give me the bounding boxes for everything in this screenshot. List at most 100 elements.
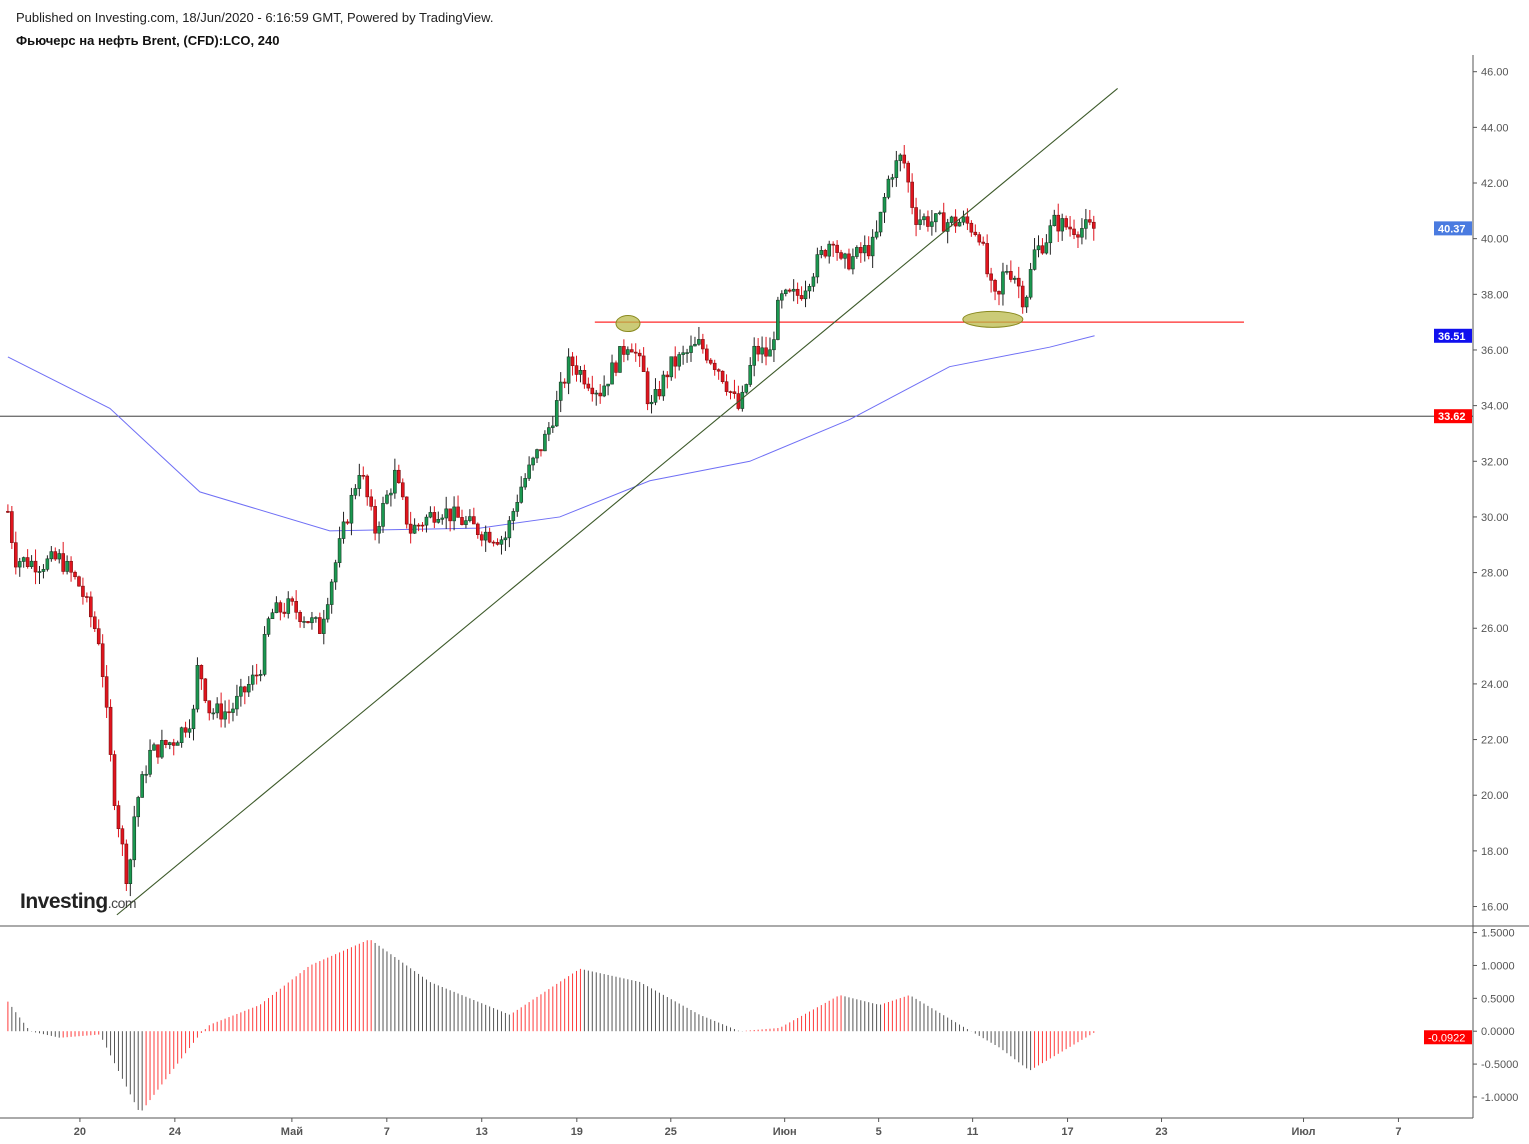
candle-body [622,346,626,355]
candle [610,354,614,385]
candle [677,351,681,371]
candle [874,220,879,240]
candle [523,473,527,490]
candle [231,702,235,722]
candle-body [29,560,34,567]
candle-body [290,598,294,602]
candle [73,570,77,580]
candle [270,608,275,620]
candle-body [416,524,421,527]
candle [175,740,180,746]
candle [930,209,934,236]
moving-average-line [7,335,1095,532]
candle [598,384,602,404]
candle [85,592,89,603]
candle [539,449,543,457]
candle-body [807,286,812,292]
candle [124,839,129,892]
candle [926,210,930,232]
candle-body [859,247,863,254]
candle-body [45,558,50,570]
logo-main: Investing [20,890,108,913]
candle-body [780,293,784,301]
candle-body [377,526,381,534]
candle-body [993,279,997,292]
candle [823,248,828,259]
candle-body [183,727,188,733]
candle-body [191,708,196,730]
candle-body [558,381,563,401]
candle [464,515,468,529]
candle [551,416,555,433]
candle [144,765,148,784]
candle [768,337,772,357]
candle [756,338,760,362]
candle-body [298,611,302,622]
candle [424,514,429,533]
candle-body [440,517,445,520]
candle [381,496,385,533]
candle-body [515,502,520,512]
candle [894,150,899,187]
candle [594,390,599,406]
candle [128,858,133,897]
candle-body [389,492,393,496]
candle [783,288,788,297]
candle [120,825,125,856]
candle-body [1056,214,1061,232]
candle [1084,208,1088,240]
candle-body [487,531,492,543]
candle-body [1048,225,1053,244]
candle [981,236,986,246]
candle [333,559,338,590]
candle-body [1028,269,1033,298]
candle [629,343,634,353]
candle [1052,209,1057,227]
time-tick-label: 13 [476,1126,488,1138]
candle-body [803,290,808,300]
candle [657,380,662,400]
candle [637,349,642,367]
candle [100,634,105,688]
candle [436,511,441,524]
candle [669,356,674,381]
candle-body [562,381,567,384]
candle [321,609,326,645]
candle-body [345,521,350,524]
candle [49,546,54,562]
candle-body [539,449,543,452]
candle [708,358,713,366]
candle [353,484,358,500]
candle [160,729,164,759]
candle-body [357,475,362,489]
candle-body [918,219,922,225]
candle [365,474,370,506]
candle-body [223,711,227,720]
candle [1091,215,1096,241]
candle-body [898,154,903,161]
candle-body [246,683,251,693]
candle-body [934,213,938,223]
candle-body [661,374,666,397]
candle [408,511,413,544]
candle [369,489,373,511]
candle [349,487,354,536]
osc-tick-label: -1.0000 [1481,1092,1518,1104]
osc-tick-label: 1.5000 [1481,928,1515,940]
candle [906,160,910,193]
candle-body [764,347,768,357]
candle-body [464,520,468,525]
candle-body [598,392,602,397]
candle-body [1020,285,1025,308]
candle [77,575,81,587]
candle [290,596,294,606]
candle-body [77,576,81,587]
candle [973,224,978,237]
candle-body [689,345,693,353]
candle [13,531,18,575]
candle [428,506,433,519]
candle-body [65,560,69,572]
candle-body [385,494,389,504]
candle-body [140,774,144,798]
